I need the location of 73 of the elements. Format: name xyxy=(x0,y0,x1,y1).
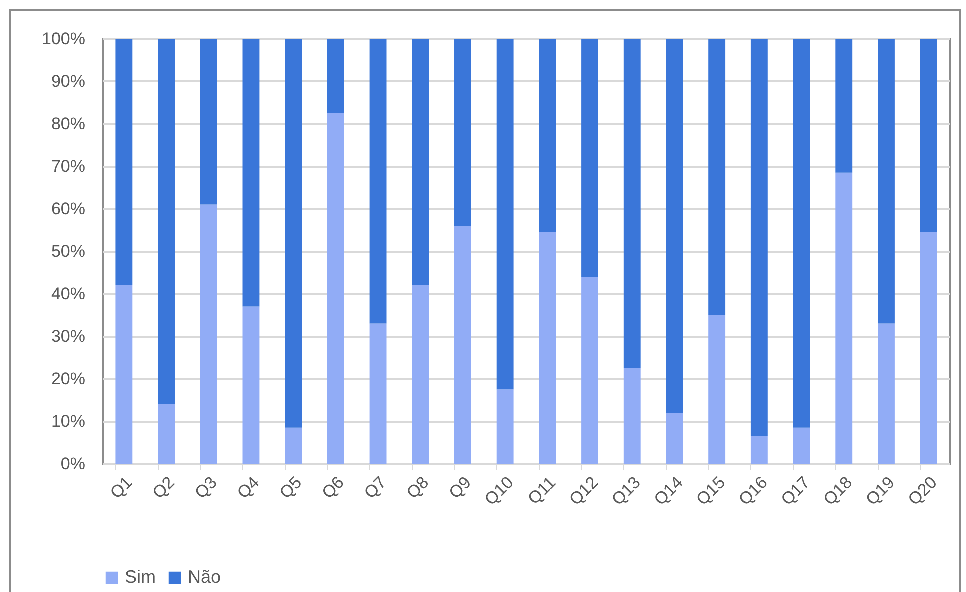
bar xyxy=(200,204,218,464)
x-tick-label: Q2 xyxy=(149,473,179,503)
bar xyxy=(708,39,726,316)
bar xyxy=(200,39,218,205)
x-tick-label: Q15 xyxy=(692,473,730,510)
bar xyxy=(878,324,895,464)
bar xyxy=(836,39,853,173)
bar xyxy=(454,226,472,464)
bar xyxy=(412,286,430,464)
bar xyxy=(116,39,133,286)
bar xyxy=(750,436,768,464)
x-tick-label: Q9 xyxy=(446,473,475,503)
bar xyxy=(242,39,260,307)
y-tick-label: 100% xyxy=(42,30,86,48)
bar xyxy=(708,315,726,464)
bar xyxy=(116,286,133,464)
bar xyxy=(793,428,810,464)
bar xyxy=(370,324,387,464)
bar xyxy=(285,428,302,464)
x-tick-label: Q11 xyxy=(524,473,560,508)
bar xyxy=(158,39,175,404)
x-tick-label: Q14 xyxy=(650,473,687,510)
bar xyxy=(666,39,684,413)
bar xyxy=(539,39,556,232)
bar xyxy=(370,39,387,324)
bar xyxy=(327,39,344,114)
bar xyxy=(496,390,514,464)
y-tick-label: 20% xyxy=(51,370,86,388)
x-tick-label: Q16 xyxy=(735,473,772,510)
y-tick-label: 0% xyxy=(60,454,86,474)
bar xyxy=(920,232,938,464)
bar xyxy=(666,413,684,464)
x-tick-label: Q6 xyxy=(318,473,348,503)
bar xyxy=(878,39,895,324)
bar xyxy=(454,39,472,226)
x-tick-label: Q17 xyxy=(778,473,814,510)
bar xyxy=(285,39,302,428)
bar xyxy=(750,39,768,436)
y-tick-label: 10% xyxy=(51,412,86,431)
x-tick-label: Q13 xyxy=(608,473,644,510)
y-tick-label: 70% xyxy=(51,157,86,176)
x-tick-label: Q1 xyxy=(106,473,136,503)
bar xyxy=(582,277,598,464)
x-tick-label: Q20 xyxy=(904,473,941,510)
x-tick-label: Q4 xyxy=(234,473,264,503)
bar xyxy=(412,39,430,286)
legend-label: Sim xyxy=(125,567,156,587)
y-tick-label: 40% xyxy=(51,284,86,304)
y-tick-label: 50% xyxy=(51,242,86,261)
x-tick-label: Q19 xyxy=(862,473,898,510)
bar xyxy=(582,39,598,277)
x-tick-label: Q7 xyxy=(360,473,390,503)
x-tick-label: Q12 xyxy=(566,473,602,510)
x-tick-label: Q8 xyxy=(403,473,433,503)
legend-label: Não xyxy=(188,567,222,587)
bar xyxy=(793,39,810,428)
bar xyxy=(624,39,641,368)
x-tick-label: Q18 xyxy=(820,473,856,510)
bar xyxy=(158,404,175,464)
y-tick-label: 60% xyxy=(51,200,86,218)
y-tick-label: 90% xyxy=(51,72,86,91)
x-tick-label: Q5 xyxy=(276,473,306,503)
bar xyxy=(920,39,938,232)
y-tick-label: 80% xyxy=(51,114,86,134)
bar xyxy=(836,172,853,464)
x-tick-label: Q3 xyxy=(191,473,221,503)
bar xyxy=(327,113,344,464)
y-tick-label: 30% xyxy=(51,327,86,346)
bar xyxy=(624,368,641,464)
x-tick-label: Q10 xyxy=(481,473,518,510)
bar xyxy=(242,306,260,464)
bar xyxy=(539,232,556,464)
bar xyxy=(496,39,514,390)
